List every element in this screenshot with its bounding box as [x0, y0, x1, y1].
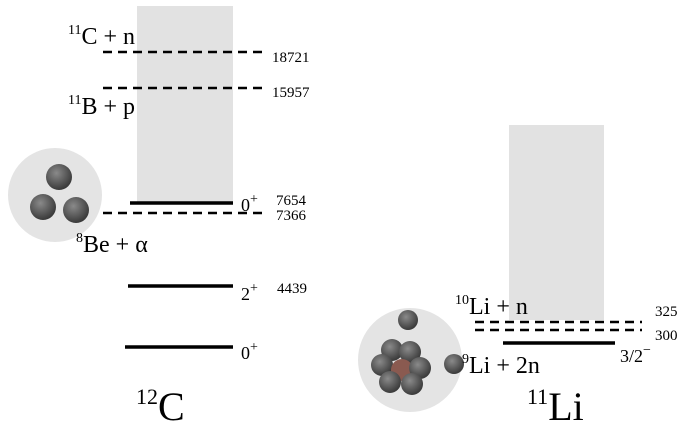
label-part: + [250, 340, 258, 355]
alpha-particle [63, 197, 89, 223]
core-nucleon [399, 341, 421, 363]
halo-neutron [444, 354, 464, 374]
energy-label: 300 [655, 328, 678, 344]
threshold-label: 8Be + α [76, 231, 148, 258]
label-part: 9 [462, 352, 469, 367]
energy-label: 325 [655, 304, 678, 320]
label-part: Li + 2n [469, 353, 540, 379]
threshold-label: 10Li + n [455, 293, 528, 320]
energy-label: 7366 [276, 208, 307, 224]
lithium-scheme: 10Li + n 325 9Li + 2n 300 3/2− 11Li [358, 125, 678, 429]
energy-label: 18721 [272, 50, 310, 66]
label-part: Li [548, 384, 584, 429]
spin-label: 2+ [241, 281, 258, 304]
spin-label: 0+ [241, 192, 258, 215]
label-part: C + n [81, 24, 135, 50]
nucleus-label: 11Li [527, 384, 584, 429]
label-part: Be + α [83, 232, 148, 258]
label-part: 0 [241, 195, 250, 215]
nucleus-label: 12C [136, 384, 185, 429]
continuum-band [509, 125, 604, 320]
core-nucleon [371, 354, 393, 376]
label-part: 10 [455, 293, 469, 308]
label-part: C [158, 384, 185, 429]
carbon-scheme: 11C + n 18721 11B + p 15957 8Be + α 7366… [8, 6, 310, 429]
label-part: B + p [81, 94, 135, 120]
label-part: 2 [241, 284, 250, 304]
label-part: 8 [76, 231, 83, 246]
label-part: 12 [136, 384, 158, 409]
alpha-particle [30, 194, 56, 220]
cluster-bubble [8, 148, 102, 242]
label-part: 3/2 [620, 346, 643, 366]
spin-label: 3/2− [620, 343, 651, 366]
threshold-label: 11C + n [68, 23, 135, 50]
core-nucleon [401, 373, 423, 395]
label-part: 11 [527, 384, 548, 409]
core-nucleon [379, 371, 401, 393]
threshold-label: 9Li + 2n [462, 352, 540, 379]
label-part: 11 [68, 23, 81, 38]
label-part: 11 [68, 93, 81, 108]
label-part: Li + n [469, 294, 528, 320]
threshold-label: 11B + p [68, 93, 135, 120]
continuum-band [137, 6, 233, 203]
label-part: 0 [241, 343, 250, 363]
label-part: − [643, 343, 651, 358]
energy-label: 4439 [277, 281, 307, 297]
label-part: + [250, 281, 258, 296]
energy-label: 15957 [272, 85, 310, 101]
spin-label: 0+ [241, 340, 258, 363]
alpha-particle [46, 164, 72, 190]
halo-neutron [398, 310, 418, 330]
label-part: + [250, 192, 258, 207]
energy-label: 7654 [276, 193, 307, 209]
